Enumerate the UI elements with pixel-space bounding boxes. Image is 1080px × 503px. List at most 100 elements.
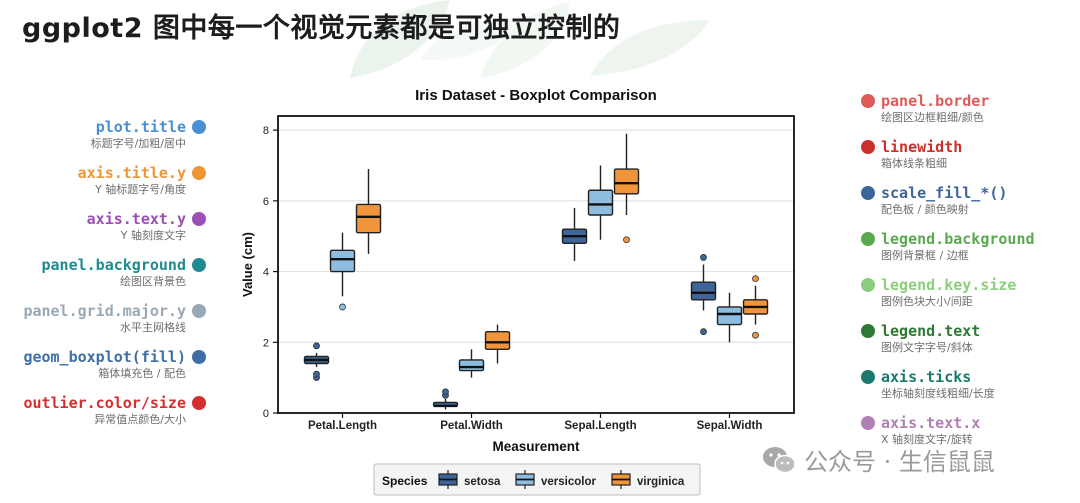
- annotation-color-dot: [192, 258, 206, 272]
- y-tick-label: 8: [263, 125, 269, 137]
- annotation-color-dot: [861, 416, 875, 430]
- annotation-name: panel.grid.major.y: [23, 302, 186, 320]
- annotation-name: outlier.color/size: [23, 394, 186, 412]
- watermark: 公众号 · 生信鼠鼠: [762, 442, 995, 477]
- wechat-icon: [763, 446, 796, 473]
- annotation-color-dot: [861, 370, 875, 384]
- legend-title: Species: [382, 474, 428, 488]
- y-tick-label: 4: [263, 267, 269, 279]
- annotation-desc: 绘图区背景色: [120, 275, 186, 288]
- annotation-name: panel.border: [881, 92, 990, 110]
- annotation-color-dot: [192, 304, 206, 318]
- annotation-axis-text-x: axis.text.x X 轴刻度文字/旋转: [861, 414, 980, 447]
- annotation-name: legend.text: [881, 322, 981, 340]
- box-versicolor: [329, 249, 356, 273]
- annotation-name: plot.title: [95, 118, 186, 136]
- outlier-point: [623, 236, 630, 244]
- annotation-desc: Y 轴刻度文字: [120, 229, 186, 242]
- annotation-linewidth: linewidth 箱体线条粗细: [861, 138, 962, 171]
- y-tick-label: 0: [263, 408, 269, 420]
- box-virginica: [355, 203, 382, 234]
- box-versicolor: [587, 189, 614, 216]
- legend-label-setosa: setosa: [464, 476, 501, 488]
- annotation-color-dot: [192, 212, 206, 226]
- annotation-color-dot: [861, 232, 875, 246]
- annotation-panel-border: panel.border 绘图区边框粗细/颜色: [861, 92, 989, 125]
- annotation-desc: 箱体线条粗细: [881, 157, 947, 170]
- annotation-color-dot: [192, 166, 206, 180]
- annotation-desc: 绘图区边框粗细/颜色: [881, 111, 984, 124]
- annotation-desc: 配色板 / 颜色映射: [881, 203, 969, 216]
- annotation-desc: 异常值点颜色/大小: [94, 413, 186, 426]
- right-annotations: panel.border 绘图区边框粗细/颜色 linewidth 箱体线条粗细 sca…: [861, 0, 1080, 503]
- annotation-name: legend.key.size: [881, 276, 1017, 294]
- annotation-name: axis.text.x: [881, 414, 981, 432]
- outlier-point: [752, 275, 759, 283]
- annotation-color-dot: [192, 350, 206, 364]
- y-tick-label: 6: [263, 196, 269, 208]
- annotation-name: linewidth: [881, 138, 963, 156]
- y-axis-title: Value (cm): [240, 232, 255, 297]
- annotation-name: scale_fill_*(): [881, 184, 1008, 202]
- annotation-desc: 标题字号/加粗/居中: [90, 137, 186, 150]
- x-axis-title: Measurement: [492, 439, 580, 454]
- annotation-color-dot: [192, 120, 206, 134]
- annotation-desc: 图例文字字号/斜体: [881, 341, 973, 354]
- annotation-legend-background: legend.background 图例背景框 / 边框: [861, 230, 1035, 263]
- outlier-point: [700, 254, 707, 261]
- y-tick-label: 2: [263, 337, 269, 349]
- box-versicolor: [716, 306, 743, 326]
- outlier-point: [700, 328, 707, 336]
- x-tick-label: Sepal.Length: [564, 420, 636, 432]
- annotation-name: axis.ticks: [881, 368, 972, 386]
- annotation-desc: 水平主网格线: [120, 321, 186, 334]
- annotation-axis-text-y: axis.text.y Y 轴刻度文字: [87, 210, 206, 243]
- annotation-desc: Y 轴标题字号/角度: [95, 183, 186, 196]
- annotation-desc: 坐标轴刻度线粗细/长度: [881, 387, 995, 400]
- annotation-outlier-color-size: outlier.color/size 异常值点颜色/大小: [23, 394, 206, 427]
- outlier-point: [752, 331, 759, 339]
- outlier-point: [313, 370, 320, 378]
- annotation-color-dot: [861, 324, 875, 338]
- chart-title: Iris Dataset - Boxplot Comparison: [415, 87, 657, 104]
- annotation-color-dot: [861, 94, 875, 108]
- annotation-desc: 箱体填充色 / 配色: [98, 367, 186, 380]
- annotation-color-dot: [861, 186, 875, 200]
- annotation-legend-key-size: legend.key.size 图例色块大小/间距: [861, 276, 1016, 309]
- annotation-color-dot: [192, 396, 206, 410]
- panel-background: [278, 116, 794, 413]
- annotation-scale-fill: scale_fill_*() 配色板 / 颜色映射: [861, 184, 1007, 217]
- annotation-plot-title: plot.title 标题字号/加粗/居中: [91, 118, 206, 151]
- outlier-point: [339, 303, 346, 311]
- watermark-text: 公众号 · 生信鼠鼠: [804, 448, 995, 476]
- left-annotations: plot.title 标题字号/加粗/居中 axis.title.y Y 轴标题字号/…: [0, 0, 206, 503]
- annotation-geom-boxplot-fill: geom_boxplot(fill) 箱体填充色 / 配色: [23, 348, 206, 381]
- annotation-legend-text: legend.text 图例文字字号/斜体: [861, 322, 980, 355]
- annotation-panel-background: panel.background 绘图区背景色: [41, 256, 206, 289]
- annotation-panel-grid-major-y: panel.grid.major.y 水平主网格线: [23, 302, 206, 335]
- box-virginica: [613, 168, 640, 195]
- annotation-name: axis.title.y: [77, 164, 186, 182]
- annotation-name: axis.text.y: [86, 210, 186, 228]
- annotation-name: panel.background: [41, 256, 187, 274]
- outlier-point: [442, 388, 449, 396]
- annotation-color-dot: [861, 140, 875, 154]
- box-setosa: [690, 281, 717, 301]
- panel-border: [277, 115, 795, 414]
- x-tick-label: Petal.Width: [440, 420, 503, 432]
- x-tick-label: Petal.Length: [308, 420, 377, 432]
- annotation-name: legend.background: [881, 230, 1035, 248]
- legend-background: [373, 463, 701, 496]
- annotation-name: geom_boxplot(fill): [23, 348, 186, 366]
- annotation-axis-ticks: axis.ticks 坐标轴刻度线粗细/长度: [861, 368, 995, 401]
- page-title: ggplot2 图中每一个视觉元素都是可独立控制的: [22, 13, 621, 44]
- x-tick-label: Sepal.Width: [697, 420, 763, 432]
- annotation-axis-title-y: axis.title.y Y 轴标题字号/角度: [78, 164, 206, 197]
- outlier-point: [313, 342, 320, 350]
- annotation-color-dot: [861, 278, 875, 292]
- annotation-desc: X 轴刻度文字/旋转: [881, 433, 973, 446]
- box-virginica: [484, 330, 511, 351]
- legend-label-versicolor: versicolor: [541, 476, 596, 488]
- box-versicolor: [458, 359, 485, 372]
